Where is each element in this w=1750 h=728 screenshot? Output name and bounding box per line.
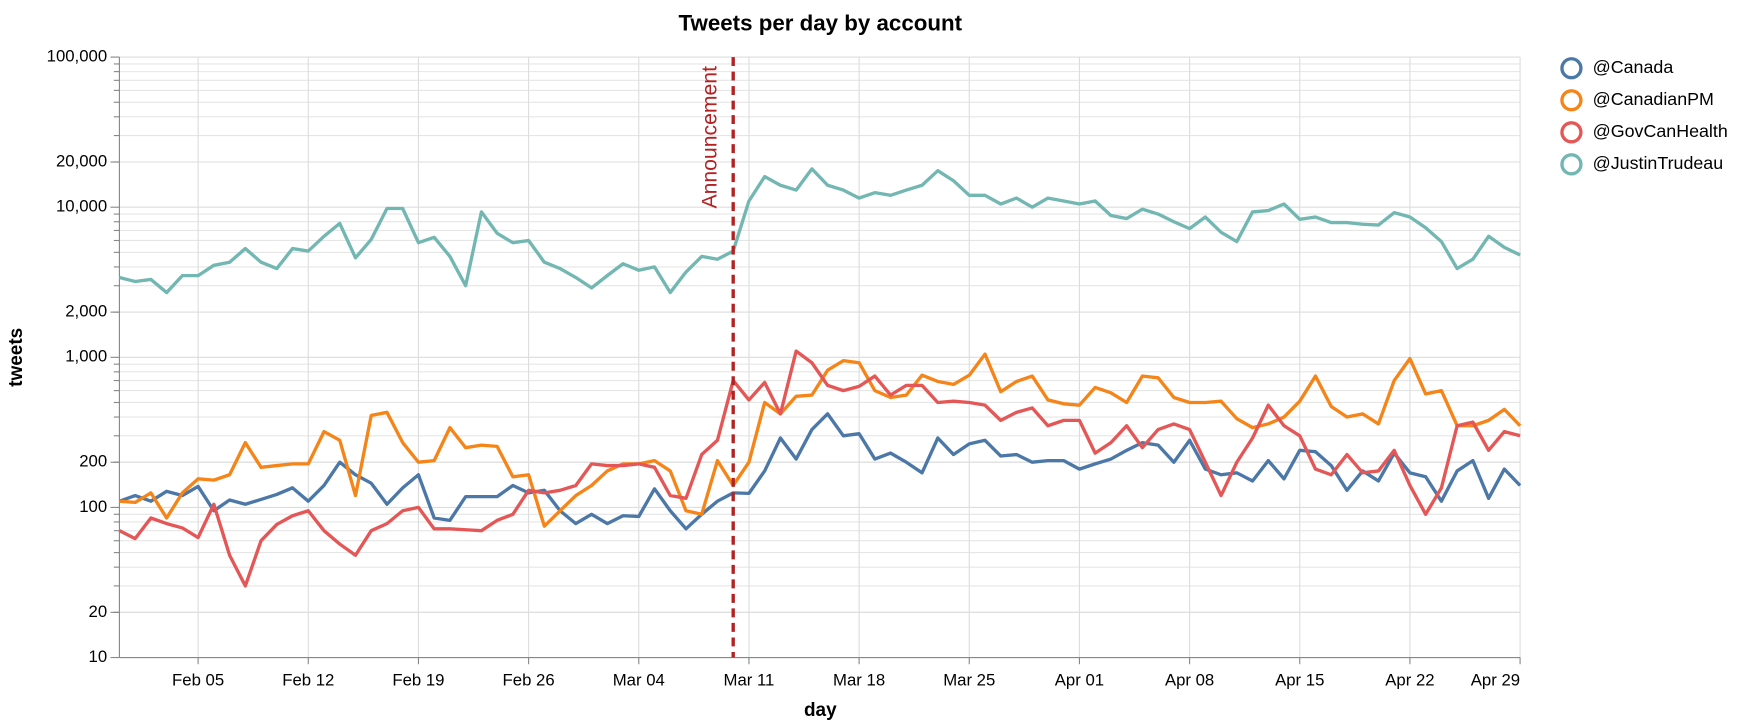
- y-tick-label: 20,000: [56, 151, 107, 170]
- legend-label: @CanadianPM: [1593, 89, 1714, 109]
- series-line: [118, 349, 1521, 588]
- x-tick-label: Mar 04: [613, 670, 665, 689]
- chart-title: Tweets per day by account: [679, 11, 963, 36]
- legend-label: @Canada: [1593, 57, 1674, 77]
- x-tick-label: Mar 18: [833, 670, 885, 689]
- x-tick-label: Apr 08: [1165, 670, 1214, 689]
- x-tick-label: Feb 05: [172, 670, 224, 689]
- series-line: [119, 352, 1522, 528]
- x-tick-label: Feb 19: [392, 670, 444, 689]
- y-tick-label: 100,000: [47, 47, 107, 66]
- x-tick-label: Feb 12: [282, 670, 334, 689]
- y-tick-label: 10,000: [56, 197, 107, 216]
- legend-symbol: [1560, 89, 1583, 112]
- y-axis-label: tweets: [6, 328, 27, 387]
- series-line: [118, 412, 1522, 531]
- x-axis-label: day: [804, 700, 837, 721]
- legend-symbol: [1560, 121, 1583, 144]
- x-tick-label: Mar 25: [943, 670, 995, 689]
- legend-label: @GovCanHealth: [1593, 121, 1728, 141]
- y-tick-label: 1,000: [65, 347, 107, 366]
- legend-symbol: [1560, 57, 1583, 80]
- y-tick-label: 20: [89, 602, 108, 621]
- legend-symbol: [1560, 153, 1583, 176]
- x-tick-label: Apr 29: [1471, 670, 1520, 689]
- x-tick-label: Apr 01: [1055, 670, 1104, 689]
- series-line: [119, 167, 1521, 295]
- x-tick-label: Apr 15: [1275, 670, 1324, 689]
- y-tick-label: 200: [79, 452, 107, 471]
- legend-label: @JustinTrudeau: [1593, 153, 1724, 173]
- y-tick-label: 2,000: [65, 302, 107, 321]
- y-tick-label: 100: [79, 497, 107, 516]
- annotation-label: Announcement: [698, 66, 721, 209]
- y-tick-label: 10: [89, 647, 108, 666]
- x-tick-label: Apr 22: [1385, 670, 1434, 689]
- x-tick-label: Mar 11: [724, 670, 775, 689]
- x-tick-label: Feb 26: [503, 670, 555, 689]
